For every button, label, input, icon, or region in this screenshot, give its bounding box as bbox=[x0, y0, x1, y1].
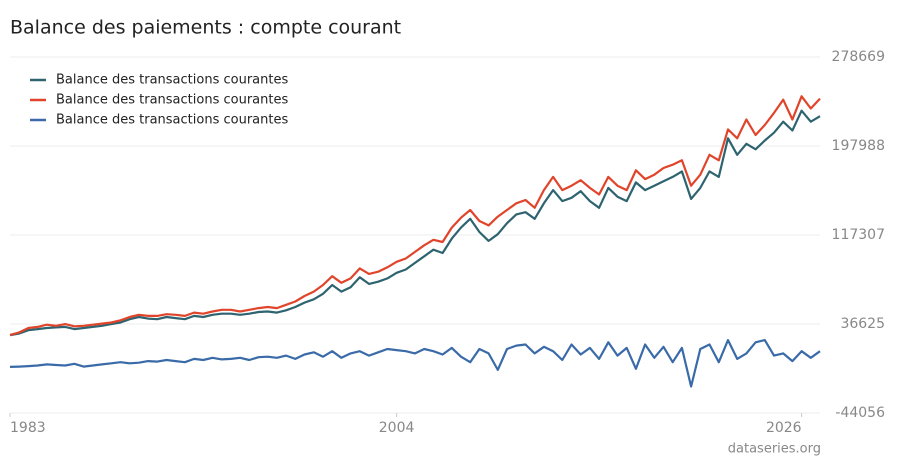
y-tick-label: -44056 bbox=[835, 405, 885, 421]
legend-label: Balance des transactions courantes bbox=[56, 93, 288, 108]
source: dataseries.org bbox=[728, 442, 821, 457]
legend-label: Balance des transactions courantes bbox=[56, 113, 288, 128]
series-line bbox=[9, 339, 821, 388]
chart-title: Balance des paiements : compte courant bbox=[10, 17, 401, 39]
series-line bbox=[9, 109, 821, 337]
legend-label: Balance des transactions courantes bbox=[56, 73, 288, 88]
y-tick-label: 36625 bbox=[840, 316, 885, 332]
x-tick-label: 1983 bbox=[10, 420, 46, 436]
y-tick-label: 197988 bbox=[832, 138, 885, 154]
x-tick-label: 2004 bbox=[379, 420, 415, 436]
y-tick-label: 117307 bbox=[832, 227, 885, 243]
series-line bbox=[9, 95, 821, 336]
x-tick-label: 2026 bbox=[766, 420, 802, 436]
y-tick-label: 278669 bbox=[832, 49, 885, 65]
